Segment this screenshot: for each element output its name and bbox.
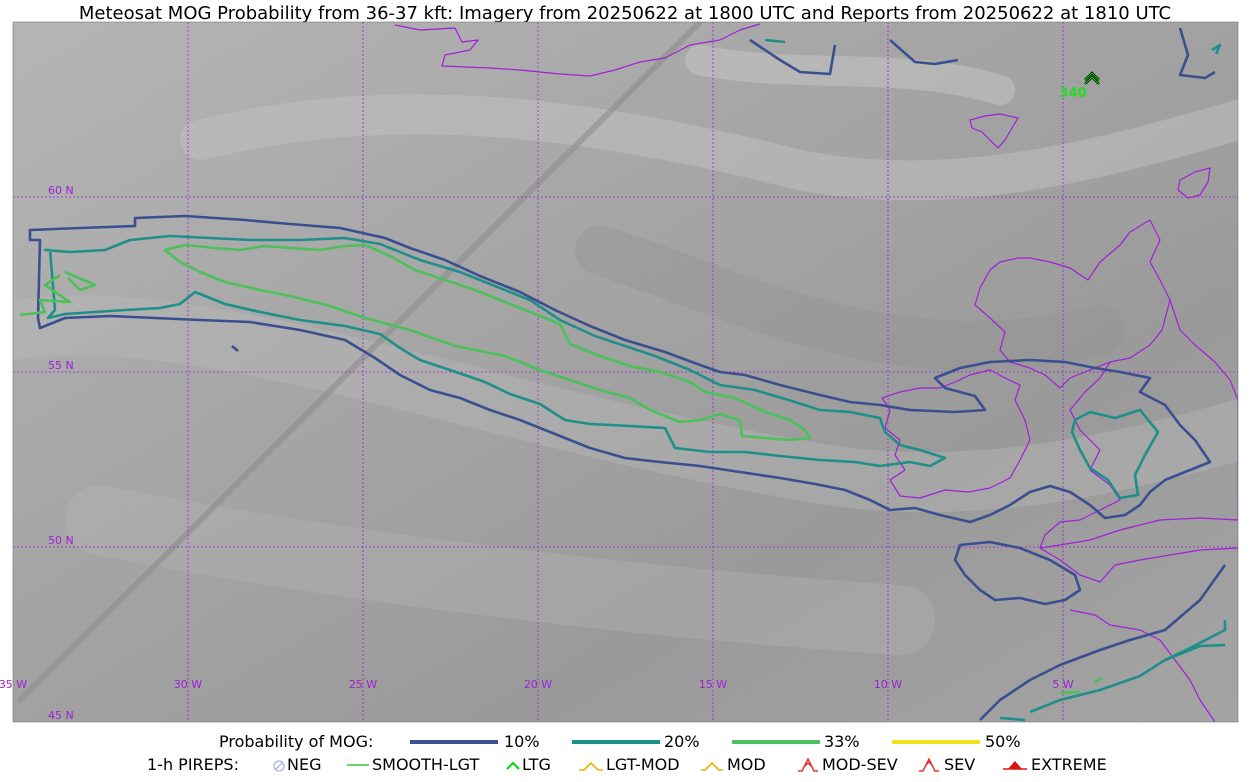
- mod-icon: [701, 761, 723, 771]
- pirep-label-neg: NEG: [287, 755, 322, 774]
- report-altitude-label: 340: [1059, 86, 1086, 101]
- contour-10pct: [979, 564, 1227, 721]
- contour-20pct: [999, 620, 1227, 722]
- legend-label-50pct: 50%: [985, 732, 1021, 751]
- probability-legend-title: Probability of MOG:: [219, 732, 374, 751]
- ltg-icon: [506, 761, 520, 770]
- faroe-coast: [969, 113, 1019, 149]
- pirep-legend: 1-h PIREPS: NEG SMOOTH-LGT LTG LGT-MOD M…: [0, 755, 1250, 775]
- scotland-coast: [974, 219, 1171, 389]
- contour-20pct: [764, 38, 1222, 55]
- lat-label: 50 N: [48, 534, 74, 547]
- lat-label: 55 N: [48, 359, 74, 372]
- legend-swatch-50pct: [892, 740, 980, 744]
- shetland-coast: [1177, 167, 1211, 199]
- mod-sev-icon: [798, 757, 818, 772]
- lgt-mod-icon: [579, 761, 603, 771]
- pirep-label-sev: SEV: [944, 755, 976, 774]
- france-coast: [1039, 547, 1238, 722]
- probability-legend: Probability of MOG: 10% 20% 33% 50%: [0, 732, 1250, 752]
- lon-label: 30 W: [174, 678, 202, 691]
- neg-icon: [273, 760, 285, 772]
- pirep-label-mod-sev: MOD-SEV: [822, 755, 898, 774]
- contour-10pct: [28, 214, 1212, 524]
- contour-33pct: [19, 270, 97, 317]
- legend-swatch-33pct: [732, 740, 820, 744]
- contour-33pct: [1059, 676, 1103, 695]
- pirep-legend-title: 1-h PIREPS:: [147, 755, 239, 774]
- mog-contours: [19, 27, 1227, 722]
- contour-10pct-blob: [231, 345, 239, 352]
- graticule-labels: 60 N 55 N 50 N 45 N 35 W 30 W 25 W 20 W …: [0, 184, 1074, 722]
- lat-label: 60 N: [48, 184, 74, 197]
- lon-label: 35 W: [0, 678, 27, 691]
- iceland-coast: [394, 23, 761, 77]
- contour-10pct: [953, 540, 1082, 606]
- smooth-lgt-icon: [347, 764, 369, 766]
- pirep-label-lgt-mod: LGT-MOD: [606, 755, 680, 774]
- legend-label-10pct: 10%: [504, 732, 540, 751]
- map-title: Meteosat MOG Probability from 36-37 kft:…: [78, 3, 1172, 24]
- lat-label: 45 N: [48, 709, 74, 722]
- pirep-label-extreme: EXTREME: [1031, 755, 1107, 774]
- pirep-label-ltg: LTG: [522, 755, 551, 774]
- contour-33pct: [163, 243, 812, 442]
- pirep-report: 340: [1059, 71, 1100, 101]
- lon-label: 10 W: [874, 678, 902, 691]
- cloud-texture: [13, 22, 1238, 703]
- ireland-coast: [881, 369, 1031, 499]
- contour-10pct: [1178, 27, 1216, 80]
- lon-label: 25 W: [349, 678, 377, 691]
- pirep-label-smooth-lgt: SMOOTH-LGT: [372, 755, 480, 774]
- contour-20pct: [43, 234, 947, 468]
- lon-label: 5 W: [1052, 678, 1073, 691]
- england-coast: [1039, 299, 1238, 549]
- contour-10pct: [889, 39, 959, 66]
- lon-label: 15 W: [699, 678, 727, 691]
- map-frame: [12, 21, 1239, 723]
- pirep-label-mod: MOD: [727, 755, 766, 774]
- contour-20pct: [1070, 408, 1160, 500]
- legend-label-20pct: 20%: [664, 732, 700, 751]
- legend-swatch-10pct: [410, 740, 498, 744]
- graticule: [13, 22, 1238, 722]
- contour-10pct: [749, 38, 837, 76]
- lon-label: 20 W: [524, 678, 552, 691]
- legend-label-33pct: 33%: [824, 732, 860, 751]
- legend-swatch-20pct: [572, 740, 660, 744]
- coastlines: [394, 23, 1238, 722]
- sev-icon: [919, 757, 939, 772]
- extreme-icon: [1003, 760, 1027, 770]
